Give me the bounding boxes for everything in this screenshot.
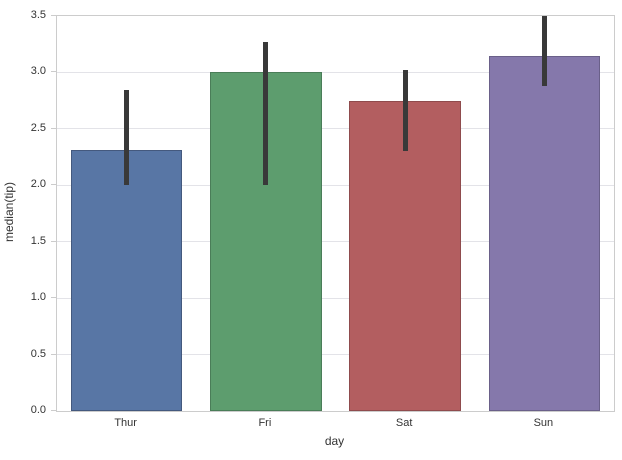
errorbar-sun [541, 16, 547, 86]
xtick-label-sun: Sun [533, 417, 554, 429]
ytick-mark-1.5 [51, 240, 56, 242]
errorbar-fri [263, 41, 269, 186]
ytick-label-3.5: 3.5 [30, 9, 46, 21]
gridline-y-1.0 [57, 297, 614, 299]
errorbar-thur [124, 90, 130, 186]
ytick-mark-2.0 [51, 184, 56, 186]
gridline-y-1.5 [57, 241, 614, 243]
ytick-label-2.5: 2.5 [30, 121, 46, 134]
ytick-mark-3.0 [51, 71, 56, 73]
gridline-y-2.5 [57, 128, 614, 130]
bar-thur [70, 150, 183, 411]
x-axis-label: day [324, 434, 345, 448]
bar-sat [349, 100, 461, 411]
ytick-label-0.5: 0.5 [30, 347, 46, 360]
ytick-label-3.0: 3.0 [30, 65, 46, 78]
bar-sun [488, 55, 601, 411]
errorbar-sat [402, 70, 408, 152]
gridline-y-2.0 [57, 184, 614, 186]
ytick-mark-0.0 [51, 410, 56, 411]
ytick-label-1.5: 1.5 [30, 234, 46, 247]
xtick-label-fri: Fri [258, 417, 272, 429]
gridline-y-3.0 [57, 71, 614, 73]
ytick-label-1.0: 1.0 [30, 291, 46, 304]
ytick-mark-1.0 [51, 297, 56, 299]
ytick-mark-2.5 [51, 127, 56, 129]
ytick-mark-0.5 [51, 353, 56, 355]
xtick-label-sat: Sat [395, 417, 413, 429]
ytick-label-0.0: 0.0 [30, 404, 46, 416]
ytick-mark-3.5 [51, 15, 56, 16]
gridline-y-0.5 [57, 354, 614, 356]
ytick-label-2.0: 2.0 [30, 178, 46, 191]
plot-area [56, 15, 615, 412]
xtick-label-thur: Thur [114, 417, 137, 429]
